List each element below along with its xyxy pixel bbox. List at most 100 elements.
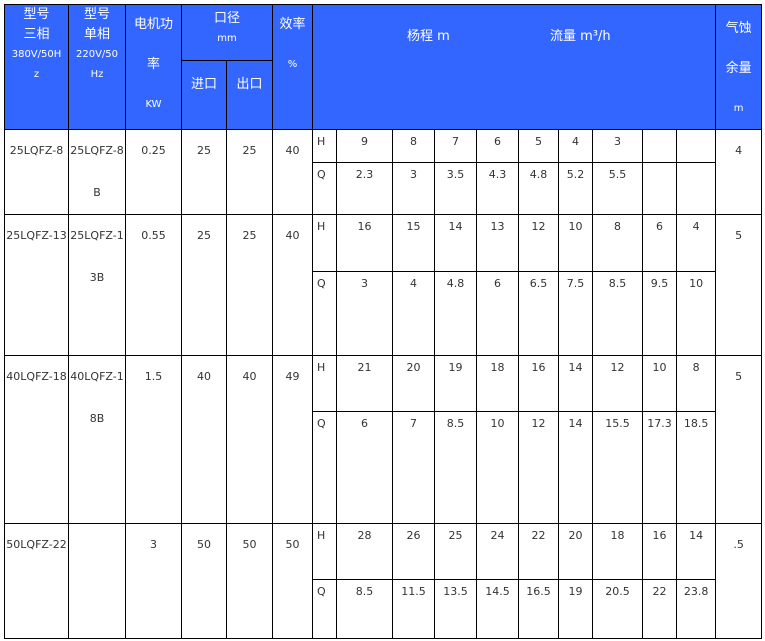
label-q: Q bbox=[312, 271, 338, 356]
cell-model3: 25LQFZ-13 bbox=[4, 214, 69, 356]
cell-inlet: 25 bbox=[181, 129, 227, 215]
cell-head-value: 6 bbox=[642, 214, 678, 272]
cell-head-value: 8 bbox=[676, 355, 717, 412]
cell-head-value: 26 bbox=[392, 523, 436, 580]
cell-head-value: 9 bbox=[336, 128, 394, 164]
cell-flow-value: 8.5 bbox=[434, 411, 478, 524]
cell-inlet: 40 bbox=[181, 355, 227, 524]
cell-head-value bbox=[642, 128, 678, 164]
cell-flow-value: 22 bbox=[642, 579, 678, 639]
cell-head-value: 19 bbox=[434, 355, 478, 412]
cell-head-value: 4 bbox=[558, 128, 594, 164]
header-model-1phase: 型号 单相 220V/50 Hz bbox=[68, 4, 126, 130]
cell-flow-value: 15.5 bbox=[592, 411, 644, 524]
cell-flow-value: 6 bbox=[336, 411, 394, 524]
cell-power: 0.55 bbox=[125, 214, 182, 356]
cell-flow-value: 17.3 bbox=[642, 411, 678, 524]
cell-flow-value: 4 bbox=[392, 271, 436, 356]
cell-head-value: 5 bbox=[518, 128, 560, 164]
cell-model3: 40LQFZ-18 bbox=[4, 355, 69, 524]
cell-head-value: 8 bbox=[592, 214, 644, 272]
cell-flow-value: 3 bbox=[392, 162, 436, 215]
cell-model1: 25LQFZ-13B bbox=[68, 214, 126, 356]
cell-head-value: 15 bbox=[392, 214, 436, 272]
cell-flow-value: 16.5 bbox=[518, 579, 560, 639]
header-head: 杨程 m bbox=[407, 29, 450, 44]
cell-outlet: 40 bbox=[225, 355, 274, 524]
table-row-flow: Q 8.5 11.5 13.5 14.5 16.5 19 20.5 22 23.8 bbox=[5, 579, 762, 639]
header-head-flow: 杨程 m 流量 m³/h bbox=[312, 4, 717, 130]
cell-eff: 40 bbox=[272, 214, 314, 356]
cell-head-value: 6 bbox=[476, 128, 520, 164]
cell-flow-value bbox=[642, 162, 678, 215]
table-row-flow: Q 2.3 3 3.5 4.3 4.8 5.2 5.5 bbox=[5, 162, 762, 215]
cell-head-value: 21 bbox=[336, 355, 394, 412]
header-efficiency: 效率% bbox=[272, 4, 314, 130]
cell-eff: 40 bbox=[272, 129, 314, 215]
cell-head-value bbox=[676, 128, 717, 164]
cell-flow-value: 4.8 bbox=[518, 162, 560, 215]
cell-flow-value: 3 bbox=[336, 271, 394, 356]
table-row-head: 25LQFZ-8 25LQFZ-8B 0.25 25 25 40 H 9 8 7 6 5 4 3 4 bbox=[4, 128, 763, 215]
header-motor-power: 电机功率 KW bbox=[125, 4, 182, 130]
cell-flow-value: 5.5 bbox=[592, 162, 644, 215]
cell-flow-value: 9.5 bbox=[642, 271, 678, 356]
cell-model3: 25LQFZ-8 bbox=[4, 129, 69, 215]
cell-head-value: 25 bbox=[434, 523, 478, 580]
cell-flow-value: 5.2 bbox=[558, 162, 594, 215]
cell-head-value: 18 bbox=[592, 523, 644, 580]
cell-outlet: 25 bbox=[225, 214, 274, 356]
cell-flow-value: 19 bbox=[558, 579, 594, 639]
table-row-head: 25LQFZ-13 25LQFZ-13B 0.55 25 25 40 H 16 15 14 13 12… bbox=[4, 214, 763, 356]
cell-model3: 50LQFZ-22 bbox=[4, 523, 69, 639]
table-row-head: 40LQFZ-18 40LQFZ-18B 1.5 40 40 49 H 21 20 19 18 16 1… bbox=[4, 355, 763, 524]
cell-head-value: 16 bbox=[518, 355, 560, 412]
cell-flow-value: 20.5 bbox=[592, 579, 644, 639]
cell-flow-value: 4.8 bbox=[434, 271, 478, 356]
table-row-flow: Q 6 7 8.5 10 12 14 15.5 17.3 18.5 bbox=[5, 411, 762, 524]
cell-flow-value: 6.5 bbox=[518, 271, 560, 356]
cell-flow-value: 2.3 bbox=[336, 162, 394, 215]
cell-head-value: 3 bbox=[592, 128, 644, 164]
cell-flow-value: 8.5 bbox=[336, 579, 394, 639]
header-model-3phase: 型号 三相 380V/50H z bbox=[4, 4, 69, 130]
cell-head-value: 10 bbox=[642, 355, 678, 412]
cell-model1: 25LQFZ-8B bbox=[68, 129, 126, 215]
cell-head-value: 7 bbox=[434, 128, 478, 164]
cell-flow-value: 10 bbox=[476, 411, 520, 524]
cell-flow-value: 12 bbox=[518, 411, 560, 524]
cell-head-value: 8 bbox=[392, 128, 436, 164]
cell-flow-value: 18.5 bbox=[676, 411, 717, 524]
cell-model1: 40LQFZ-18B bbox=[68, 355, 126, 524]
cell-model1 bbox=[68, 523, 126, 639]
cell-eff: 49 bbox=[272, 355, 314, 524]
cell-head-value: 10 bbox=[558, 214, 594, 272]
cell-flow-value: 7 bbox=[392, 411, 436, 524]
label-q: Q bbox=[312, 579, 338, 639]
cell-outlet: 50 bbox=[225, 523, 274, 639]
cell-head-value: 14 bbox=[558, 355, 594, 412]
header-outlet: 出口 bbox=[225, 60, 274, 130]
cell-power: 0.25 bbox=[125, 129, 182, 215]
pump-spec-table: 型号 三相 380V/50H z 型号 单相 220V/50 Hz 电机功率 KW 口径 m… bbox=[4, 3, 763, 639]
cell-flow-value: 23.8 bbox=[676, 579, 717, 639]
cell-flow-value: 7.5 bbox=[558, 271, 594, 356]
cell-head-value: 18 bbox=[476, 355, 520, 412]
cell-eff: 50 bbox=[272, 523, 314, 639]
cell-flow-value: 10 bbox=[676, 271, 717, 356]
table-row-flow: Q 3 4 4.8 6 6.5 7.5 8.5 9.5 10 bbox=[5, 271, 762, 356]
cell-head-value: 14 bbox=[434, 214, 478, 272]
cell-power: 1.5 bbox=[125, 355, 182, 524]
cell-flow-value: 3.5 bbox=[434, 162, 478, 215]
cell-head-value: 16 bbox=[336, 214, 394, 272]
cell-flow-value: 14 bbox=[558, 411, 594, 524]
cell-head-value: 4 bbox=[676, 214, 717, 272]
label-h: H bbox=[312, 128, 338, 164]
cell-flow-value: 6 bbox=[476, 271, 520, 356]
header-flow: 流量 m³/h bbox=[549, 29, 611, 44]
cell-head-value: 22 bbox=[518, 523, 560, 580]
cell-flow-value: 4.3 bbox=[476, 162, 520, 215]
cell-head-value: 28 bbox=[336, 523, 394, 580]
cell-head-value: 20 bbox=[392, 355, 436, 412]
cell-npsh: 5 bbox=[715, 214, 763, 356]
